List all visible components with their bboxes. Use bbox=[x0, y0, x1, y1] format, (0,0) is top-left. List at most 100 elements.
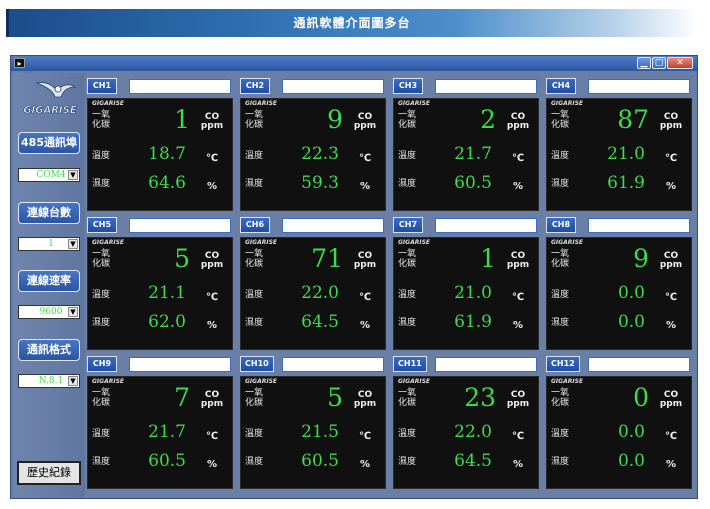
channel-panel-10: CH10 GIGARISE 一氧 化碳 5 CO ppm 溫度 21.5 ℃ 濕… bbox=[238, 353, 390, 491]
rate-select-value: 9600 bbox=[39, 307, 63, 317]
channel-name-input[interactable] bbox=[282, 218, 384, 233]
temp-label: 溫度 bbox=[245, 429, 264, 439]
comm-format-button[interactable]: 通訊格式 bbox=[18, 339, 80, 361]
temp-value: 21.7 bbox=[148, 422, 186, 442]
display-brand: GIGARISE bbox=[398, 378, 430, 385]
channel-label[interactable]: CH5 bbox=[87, 217, 117, 233]
channel-name-input[interactable] bbox=[129, 357, 231, 372]
channel-label[interactable]: CH12 bbox=[546, 356, 580, 372]
temp-label: 溫度 bbox=[398, 290, 417, 300]
chevron-down-icon[interactable]: ▼ bbox=[68, 307, 78, 317]
humidity-label: 濕度 bbox=[551, 457, 570, 467]
co-label-line2: 化碳 bbox=[551, 259, 570, 269]
co-label-line1: 一氧 bbox=[92, 249, 111, 259]
co-label-line2: 化碳 bbox=[398, 120, 417, 130]
humidity-unit: % bbox=[206, 181, 218, 192]
co-unit-top: CO bbox=[357, 251, 373, 261]
channel-label[interactable]: CH1 bbox=[87, 78, 117, 94]
channel-label[interactable]: CH3 bbox=[393, 78, 423, 94]
window-titlebar[interactable]: ▸ ▁ ▢ ✕ bbox=[11, 56, 697, 71]
channel-name-input[interactable] bbox=[129, 79, 231, 94]
co-unit: CO ppm bbox=[506, 391, 530, 409]
history-record-button[interactable]: 歷史紀錄 bbox=[17, 461, 81, 485]
channel-display: GIGARISE 一氧 化碳 5 CO ppm 溫度 21.5 ℃ 濕度 60.… bbox=[240, 376, 386, 489]
channel-panel-3: CH3 GIGARISE 一氧 化碳 2 CO ppm 溫度 21.7 ℃ 濕度… bbox=[391, 75, 543, 213]
count-select[interactable]: 1 ▼ bbox=[18, 237, 80, 251]
close-icon[interactable]: ✕ bbox=[667, 57, 693, 69]
temp-unit: ℃ bbox=[664, 431, 678, 442]
port-select[interactable]: COM4 ▼ bbox=[18, 168, 80, 182]
co-label-line1: 一氧 bbox=[245, 110, 264, 120]
humidity-value: 60.5 bbox=[301, 451, 339, 471]
temp-value: 22.3 bbox=[301, 144, 339, 164]
channel-name-input[interactable] bbox=[129, 218, 231, 233]
channel-label[interactable]: CH4 bbox=[546, 78, 576, 94]
co-label-line1: 一氧 bbox=[92, 110, 111, 120]
channel-display: GIGARISE 一氧 化碳 5 CO ppm 溫度 21.1 ℃ 濕度 62.… bbox=[87, 237, 233, 350]
channel-header: CH3 bbox=[393, 77, 539, 97]
channel-name-input[interactable] bbox=[282, 79, 384, 94]
channel-label[interactable]: CH8 bbox=[546, 217, 576, 233]
channel-header: CH12 bbox=[546, 355, 692, 375]
humidity-label: 濕度 bbox=[551, 179, 570, 189]
chevron-down-icon[interactable]: ▼ bbox=[68, 239, 78, 249]
humidity-unit: % bbox=[665, 459, 677, 470]
humidity-value: 64.5 bbox=[454, 451, 492, 471]
temp-unit: ℃ bbox=[511, 292, 525, 303]
connection-rate-button[interactable]: 連線速率 bbox=[18, 270, 80, 292]
channel-label[interactable]: CH11 bbox=[393, 356, 427, 372]
humidity-unit: % bbox=[359, 320, 371, 331]
channel-name-input[interactable] bbox=[588, 218, 690, 233]
channel-name-input[interactable] bbox=[282, 357, 384, 372]
temp-label: 溫度 bbox=[245, 290, 264, 300]
humidity-label: 濕度 bbox=[92, 318, 111, 328]
humidity-label: 濕度 bbox=[92, 457, 111, 467]
co-unit: CO ppm bbox=[506, 113, 530, 131]
co-unit: CO ppm bbox=[353, 113, 377, 131]
channel-name-input[interactable] bbox=[435, 79, 537, 94]
maximize-icon[interactable]: ▢ bbox=[652, 57, 666, 69]
temp-value: 21.0 bbox=[607, 144, 645, 164]
channel-display: GIGARISE 一氧 化碳 7 CO ppm 溫度 21.7 ℃ 濕度 60.… bbox=[87, 376, 233, 489]
minimize-icon[interactable]: ▁ bbox=[637, 57, 651, 69]
co-unit-top: CO bbox=[204, 390, 220, 400]
rate-select[interactable]: 9600 ▼ bbox=[18, 305, 80, 319]
co-unit-bottom: ppm bbox=[353, 399, 377, 409]
channel-panel-7: CH7 GIGARISE 一氧 化碳 1 CO ppm 溫度 21.0 ℃ 濕度… bbox=[391, 214, 543, 352]
co-unit-bottom: ppm bbox=[506, 121, 530, 131]
channel-label[interactable]: CH9 bbox=[87, 356, 117, 372]
channel-display: GIGARISE 一氧 化碳 87 CO ppm 溫度 21.0 ℃ 濕度 61… bbox=[546, 98, 692, 211]
channel-name-input[interactable] bbox=[588, 357, 690, 372]
format-select[interactable]: N.8.1 ▼ bbox=[18, 374, 80, 388]
co-label-line2: 化碳 bbox=[398, 398, 417, 408]
co-unit: CO ppm bbox=[353, 252, 377, 270]
co-unit-bottom: ppm bbox=[353, 260, 377, 270]
co-unit-top: CO bbox=[357, 390, 373, 400]
display-brand: GIGARISE bbox=[245, 239, 277, 246]
co-unit-top: CO bbox=[204, 251, 220, 261]
channel-label[interactable]: CH10 bbox=[240, 356, 274, 372]
temp-value: 21.5 bbox=[301, 422, 339, 442]
display-brand: GIGARISE bbox=[551, 239, 583, 246]
sidebar: GIGARISE 485通訊埠 COM4 ▼ 連線台數 1 ▼ 連線速率 960… bbox=[13, 73, 85, 497]
port-button[interactable]: 485通訊埠 bbox=[18, 132, 80, 154]
humidity-value: 64.6 bbox=[148, 173, 186, 193]
channel-label[interactable]: CH2 bbox=[240, 78, 270, 94]
co-unit: CO ppm bbox=[659, 113, 683, 131]
channel-label[interactable]: CH6 bbox=[240, 217, 270, 233]
channel-name-input[interactable] bbox=[435, 218, 537, 233]
humidity-unit: % bbox=[512, 459, 524, 470]
channel-label[interactable]: CH7 bbox=[393, 217, 423, 233]
channel-name-input[interactable] bbox=[588, 79, 690, 94]
channel-name-input[interactable] bbox=[435, 357, 537, 372]
connection-count-button[interactable]: 連線台數 bbox=[18, 202, 80, 224]
temp-label: 溫度 bbox=[398, 429, 417, 439]
co-label-line1: 一氧 bbox=[398, 388, 417, 398]
chevron-down-icon[interactable]: ▼ bbox=[68, 376, 78, 386]
chevron-down-icon[interactable]: ▼ bbox=[68, 170, 78, 180]
temp-value: 22.0 bbox=[301, 283, 339, 303]
display-brand: GIGARISE bbox=[92, 378, 124, 385]
app-icon: ▸ bbox=[14, 58, 25, 68]
display-brand: GIGARISE bbox=[398, 100, 430, 107]
co-unit-bottom: ppm bbox=[353, 121, 377, 131]
